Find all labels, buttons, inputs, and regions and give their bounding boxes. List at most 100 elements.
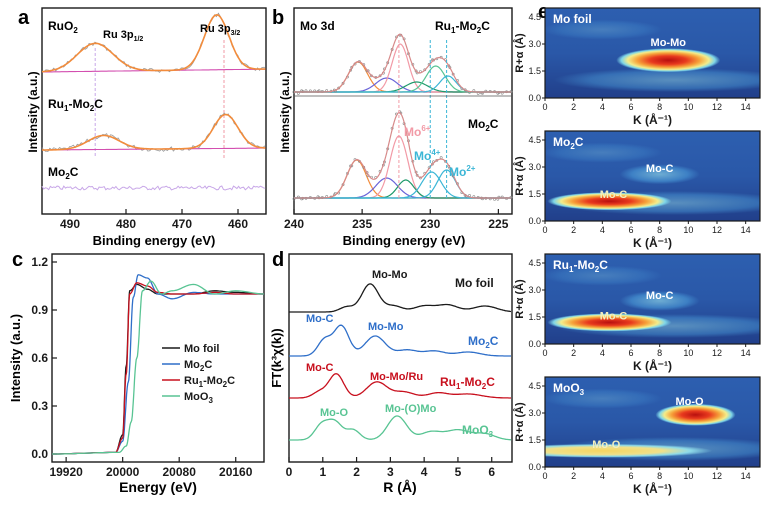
panel-e-title-part: Ru xyxy=(553,258,569,272)
legend-text-part: 2 xyxy=(200,364,205,373)
panel-e-xtick-label: 14 xyxy=(741,102,751,112)
panel-a-label-ruo2: RuO2 xyxy=(48,19,78,35)
panel-e: e 0 2 4 6 8 10 12 140.01.53.04.5K (Å⁻¹)R+α (Å)M… xyxy=(513,1,761,496)
panel-b-component-1-0 xyxy=(294,159,511,199)
panel-d-curves xyxy=(289,283,512,441)
panel-e-maximum-1-1 xyxy=(619,164,700,185)
panel-e-map-inner xyxy=(545,131,760,221)
panel-a-label-mo2c: Mo2C xyxy=(48,165,79,181)
panel-d-ticks: 0 1 2 3 4 5 6 xyxy=(286,457,495,479)
panel-e-xtick-label: 2 xyxy=(571,348,576,358)
legend-text-part: Mo xyxy=(184,359,200,371)
legend-text-part: Ru xyxy=(184,375,199,387)
panel-e-xlabel: K (Å⁻¹) xyxy=(633,358,672,373)
panel-d-mo2c-p2: Mo-Mo xyxy=(368,321,404,333)
panel-d-tick-label: 5 xyxy=(455,465,462,479)
panel-e-xtick-label: 10 xyxy=(683,102,693,112)
panel-d-ylabel: FT(k³χ(k)) xyxy=(269,328,284,387)
panel-e-map-inner xyxy=(545,254,760,344)
panel-c-legend-label-0: Mo foil xyxy=(184,343,219,355)
panel-b-datapoint xyxy=(476,91,480,95)
panel-e-xtick-label: 14 xyxy=(741,348,751,358)
panel-a-tick-label: 490 xyxy=(60,217,80,231)
panel-e-xtick-label: 0 xyxy=(542,348,547,358)
panel-c-ticks: 19920 20000 20080 20160 0.0 0.3 0.6 0.9 1.2 xyxy=(31,255,252,479)
panel-d-series-1 xyxy=(289,324,511,357)
panel-c-series-0 xyxy=(52,283,264,455)
panel-a-ylabel: Intensity (a.u.) xyxy=(26,71,40,152)
panel-e-frame xyxy=(544,7,761,99)
panel-d-moo3-p2: Mo-(O)Mo xyxy=(385,403,437,415)
panel-e-map-2: 0 2 4 6 8 10 12 140.01.53.04.5K (Å⁻¹)R+α (Å)Ru1… xyxy=(513,253,761,373)
panel-c-frame xyxy=(51,253,265,463)
panel-e-xtick-label: 8 xyxy=(657,348,662,358)
panel-b-envelope-1 xyxy=(294,112,511,199)
panel-c-series-1 xyxy=(52,274,264,455)
legend-text-part: -Mo xyxy=(203,375,223,387)
legend-text-part: 3 xyxy=(208,396,213,405)
panel-d-ru-name: Ru1-Mo2C xyxy=(440,375,495,391)
panel-e-ytick-label: 3.0 xyxy=(528,162,541,172)
panel-c-legend-label-1: Mo2C xyxy=(184,359,212,373)
panel-b-label-mo2: Mo2+ xyxy=(449,164,476,179)
panel-d-tick-label: 2 xyxy=(353,465,360,479)
panel-e-xtick-label: 0 xyxy=(542,225,547,235)
panel-a-peak-ru3p12: Ru 3p1/2 xyxy=(103,29,143,43)
panel-c-tick-label: 20160 xyxy=(219,465,253,479)
panel-e-frame xyxy=(544,130,761,222)
panel-e-band xyxy=(545,19,663,40)
panel-e-map-3: 0 2 4 6 8 10 12 14 0.0 1.5 3.0 4.5 K (Å⁻¹) R+α (Å) MoO… xyxy=(513,376,761,496)
panel-a: a 490 480 470 460 RuO2 Ru1-Mo2C Mo2C Ru 3p1… xyxy=(18,7,267,248)
panel-e-maximum-3-1 xyxy=(655,403,736,426)
panel-e-ytick-label: 0.0 xyxy=(528,93,541,103)
panel-e-band xyxy=(545,265,663,286)
panel-b-datapoint xyxy=(431,162,434,166)
panel-e-frame xyxy=(544,376,761,468)
panel-c-xlabel: Energy (eV) xyxy=(119,479,197,495)
panel-e-peak-label: Mo-C xyxy=(600,189,628,201)
panel-e-ytick-label: 1.5 xyxy=(528,435,541,445)
panel-a-peak-ru3p32: Ru 3p3/2 xyxy=(200,23,240,37)
panel-e-maximum-1-0 xyxy=(547,192,672,211)
panel-a-letter: a xyxy=(18,7,30,29)
panel-d-ru-p1: Mo-C xyxy=(306,362,334,374)
panel-d-mo2c-p1: Mo-C xyxy=(306,313,334,325)
panel-e-title-part: Mo foil xyxy=(553,12,592,26)
legend-text-part: 2 xyxy=(223,380,228,389)
panel-b-datapoint xyxy=(337,86,341,90)
panel-e-ytick-label: 4.5 xyxy=(528,381,541,391)
panel-b-datapoint xyxy=(493,198,496,201)
panel-e-ytick-label: 0.0 xyxy=(528,216,541,226)
panel-c-series-2 xyxy=(52,282,264,455)
panel-b-tick-label: 235 xyxy=(352,217,372,231)
panel-e-title-part: Mo xyxy=(553,135,570,149)
panel-e-map-title: MoO3 xyxy=(553,381,585,397)
panel-e-title-part: MoO xyxy=(553,381,580,395)
panel-d-moo3-name: MoO3 xyxy=(462,423,494,439)
panel-e-title-part: 1 xyxy=(569,265,574,274)
panel-b-curves xyxy=(292,33,513,201)
panel-b-component-1-2 xyxy=(294,135,511,199)
panel-b-xlabel: Binding energy (eV) xyxy=(343,233,466,248)
panel-e-peak-label: Mo-O xyxy=(675,396,704,408)
panel-e-xtick-label: 8 xyxy=(657,102,662,112)
panel-c-ylabel: Intensity (a.u.) xyxy=(8,314,23,402)
panel-e-map-title: Mo foil xyxy=(553,12,592,26)
panel-e-map-title: Mo2C xyxy=(553,135,584,151)
panel-c-ytick-label: 0.0 xyxy=(31,447,48,461)
panel-e-map-0: 0 2 4 6 8 10 12 14 0.0 1.5 3.0 4.5 K (Å⁻¹) R+α (Å) Mo … xyxy=(513,7,761,127)
panel-e-ytick-label: 3.0 xyxy=(528,39,541,49)
panel-a-tick-label: 460 xyxy=(228,217,248,231)
legend-text-part: Mo foil xyxy=(184,343,219,355)
legend-text-part: 1 xyxy=(199,380,204,389)
panel-a-ticks: 490 480 470 460 xyxy=(60,209,248,231)
panel-d-ru-p2: Mo-Mo/Ru xyxy=(370,371,423,383)
panel-e-xtick-label: 10 xyxy=(683,471,693,481)
panel-e-xtick-label: 2 xyxy=(571,102,576,112)
panel-e-peak-label: Mo-C xyxy=(600,310,628,322)
panel-e-title-part: 3 xyxy=(580,388,585,397)
panel-e-xtick-label: 4 xyxy=(600,348,605,358)
panel-e-title-part: C xyxy=(599,258,608,272)
panel-c-tick-label: 20080 xyxy=(163,465,197,479)
